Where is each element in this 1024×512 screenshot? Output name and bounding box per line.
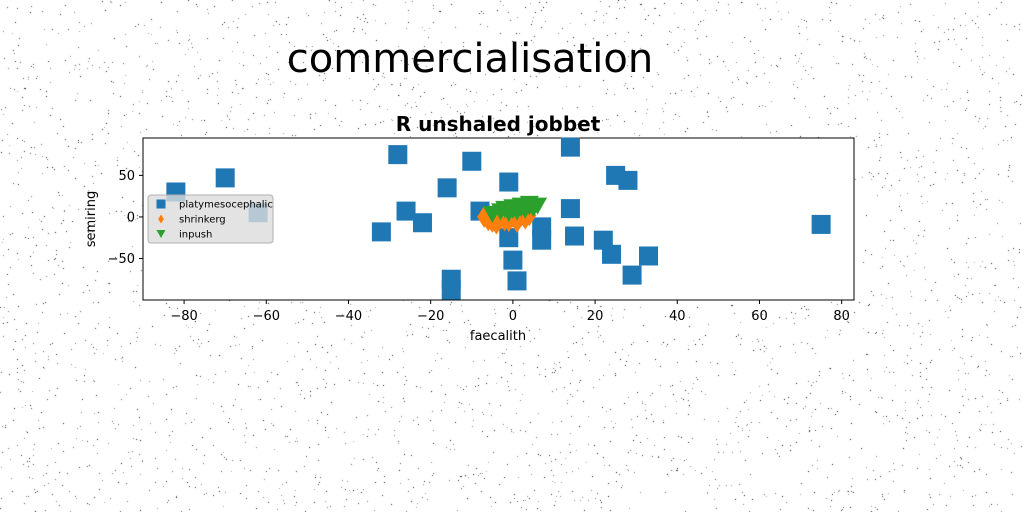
x-tick-label: 0 bbox=[509, 309, 517, 324]
data-point-platymesocephalic bbox=[507, 271, 527, 291]
legend-label-inpush: inpush bbox=[179, 230, 212, 241]
y-tick-label: 0 bbox=[127, 210, 135, 225]
x-tick-label: −20 bbox=[417, 309, 444, 324]
data-point-platymesocephalic bbox=[441, 280, 461, 300]
x-tick-label: 20 bbox=[587, 309, 604, 324]
legend-marker-platymesocephalic bbox=[156, 199, 166, 209]
data-point-platymesocephalic bbox=[462, 151, 482, 171]
x-tick-label: 80 bbox=[833, 309, 850, 324]
data-point-platymesocephalic bbox=[437, 178, 457, 198]
data-point-platymesocephalic bbox=[560, 199, 580, 219]
data-point-platymesocephalic bbox=[499, 228, 519, 248]
x-tick-label: 40 bbox=[669, 309, 686, 324]
legend-box bbox=[147, 194, 274, 244]
figure-suptitle: commercialisation bbox=[286, 36, 654, 82]
x-tick-label: 60 bbox=[751, 309, 768, 324]
data-point-platymesocephalic bbox=[618, 170, 638, 190]
data-point-platymesocephalic bbox=[499, 172, 519, 192]
legend-label-platymesocephalic: platymesocephalic bbox=[179, 200, 273, 211]
data-point-platymesocephalic bbox=[412, 213, 432, 233]
legend-label-shrinkerg: shrinkerg bbox=[179, 215, 226, 226]
data-point-platymesocephalic bbox=[396, 201, 416, 221]
data-point-platymesocephalic bbox=[602, 244, 622, 264]
x-axis-label: faecalith bbox=[470, 329, 526, 344]
x-tick-label: −60 bbox=[253, 309, 280, 324]
legend-entries: platymesocephalic shrinkerg inpush bbox=[156, 199, 273, 241]
data-point-platymesocephalic bbox=[388, 145, 408, 165]
legend: platymesocephalic shrinkerg inpush bbox=[147, 194, 274, 244]
data-point-platymesocephalic bbox=[532, 230, 552, 250]
series-inpush bbox=[482, 195, 548, 223]
x-tick-label: −40 bbox=[335, 309, 362, 324]
chart-title: R unshaled jobbet bbox=[396, 112, 601, 136]
legend-marker-shrinkerg bbox=[158, 214, 164, 224]
data-point-platymesocephalic bbox=[371, 222, 391, 242]
y-tick-label: −50 bbox=[108, 252, 135, 267]
axis-layer: −80 −60 −40 −20 0 20 40 60 80 −50 0 50 bbox=[108, 169, 850, 324]
y-tick-label: 50 bbox=[118, 169, 135, 184]
data-point-platymesocephalic bbox=[622, 265, 642, 285]
data-point-platymesocephalic bbox=[811, 214, 831, 234]
y-axis-label: semiring bbox=[84, 191, 99, 248]
data-point-platymesocephalic bbox=[565, 226, 585, 246]
legend-marker-inpush bbox=[156, 229, 166, 239]
data-point-shrinkerg bbox=[497, 209, 512, 232]
data-point-platymesocephalic bbox=[503, 250, 523, 270]
data-point-platymesocephalic bbox=[639, 246, 659, 266]
data-point-inpush bbox=[519, 195, 539, 214]
data-point-platymesocephalic bbox=[215, 168, 235, 188]
x-tick-label: −80 bbox=[170, 309, 197, 324]
data-point-platymesocephalic bbox=[560, 137, 580, 157]
